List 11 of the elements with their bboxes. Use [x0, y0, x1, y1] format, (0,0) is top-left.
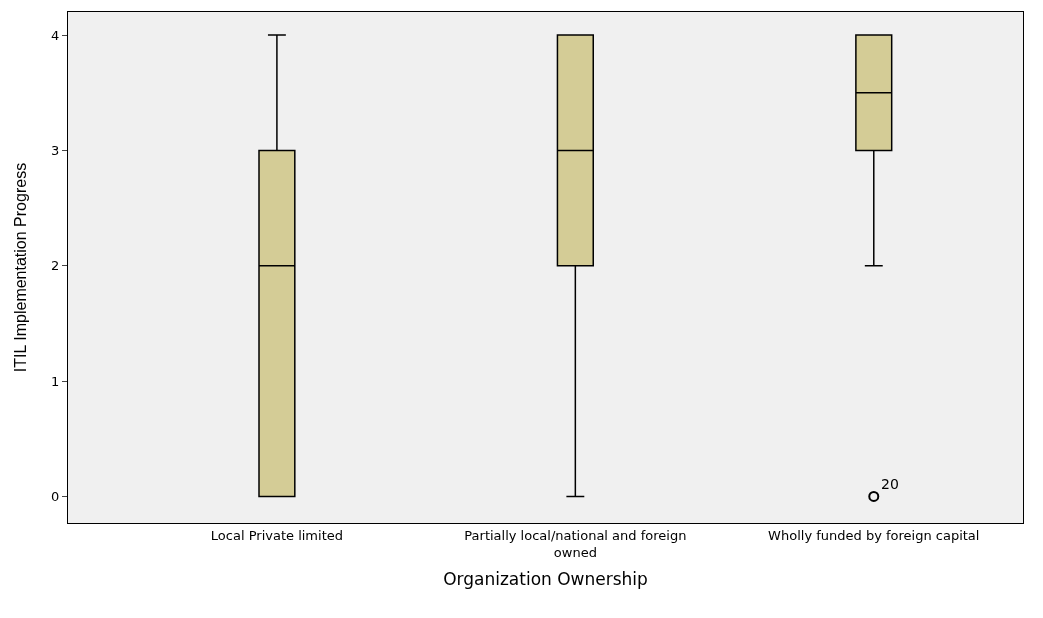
y-tick-label: 3 [51, 142, 60, 158]
y-tick-label: 4 [51, 27, 60, 43]
y-tick-label: 2 [51, 258, 60, 274]
x-axis-title: Organization Ownership [443, 568, 648, 589]
x-tick-label: Wholly funded by foreign capital [768, 527, 980, 543]
annotation: 20 [881, 476, 899, 492]
y-tick-label: 0 [51, 489, 60, 505]
x-tick-label: Local Private limited [210, 527, 343, 543]
y-axis-title: ITIL Implementation Progress [12, 162, 29, 373]
x-tick-label: Partially local/national and foreign owned [464, 527, 687, 560]
y-tick-label: 1 [51, 373, 60, 389]
